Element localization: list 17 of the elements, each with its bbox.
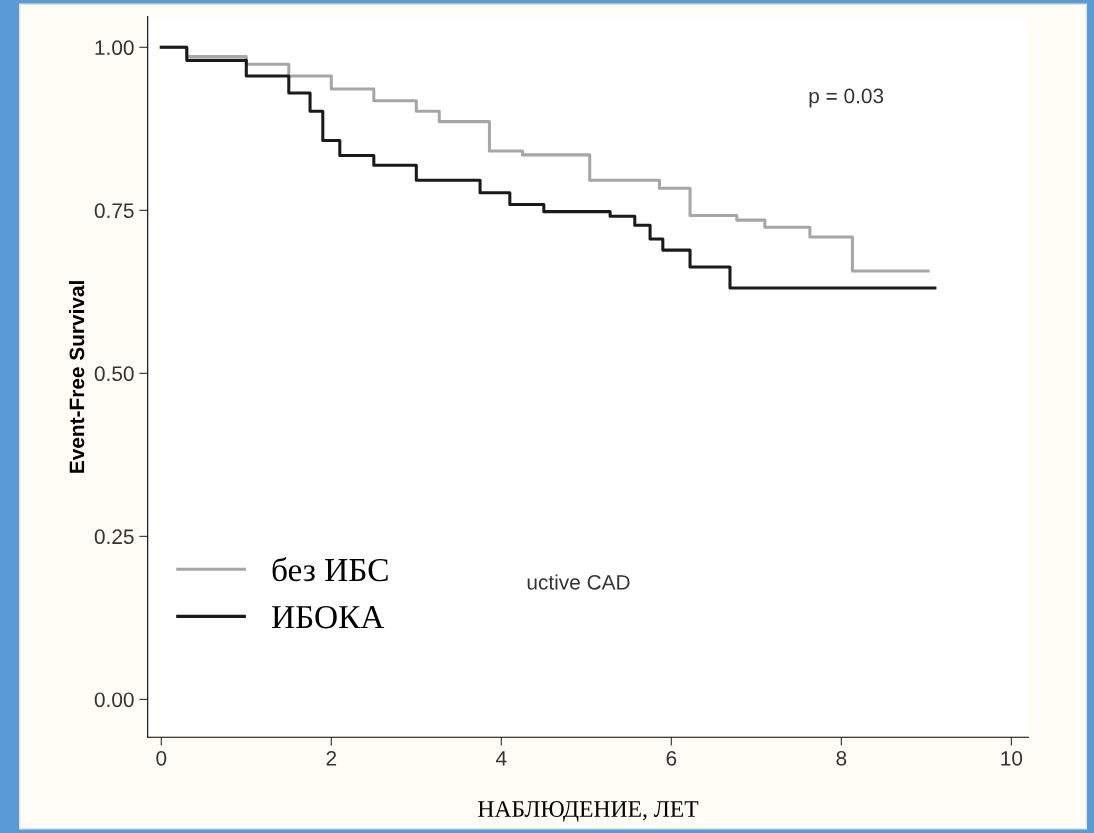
legend-label: ИБОКА bbox=[271, 605, 385, 629]
annotation: p = 0.03 bbox=[809, 88, 884, 108]
legend-label: без ИБС bbox=[272, 557, 388, 582]
x-axis-title: НАБЛЮДЕНИЕ, ЛЕТ bbox=[478, 801, 699, 822]
x-tick-label: 6 bbox=[666, 750, 677, 766]
y-tick-label: 0.00 bbox=[94, 692, 134, 708]
x-tick-label: 8 bbox=[836, 750, 847, 766]
x-tick-label: 0 bbox=[156, 750, 167, 766]
y-tick-label: 1.00 bbox=[95, 40, 134, 56]
x-tick-label: 2 bbox=[326, 750, 337, 766]
annotation: uctive CAD bbox=[527, 574, 630, 590]
x-tick-label: 10 bbox=[1001, 750, 1023, 766]
y-tick-label: 0.75 bbox=[94, 203, 134, 219]
x-tick-label: 4 bbox=[496, 751, 507, 766]
y-axis-title: Event-Free Survival bbox=[68, 281, 85, 473]
y-tick-label: 0.25 bbox=[94, 529, 134, 545]
y-tick-label: 0.50 bbox=[94, 366, 134, 382]
